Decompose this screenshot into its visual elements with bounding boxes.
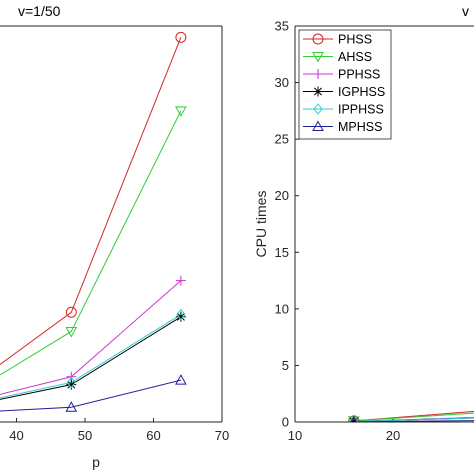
left-x-tick-label: 50 (78, 428, 92, 443)
right-y-tick-label: 0 (282, 415, 289, 430)
right-x-tick-label: 10 (288, 428, 302, 443)
left-title: v=1/50 (18, 3, 61, 19)
right-y-tick-label: 25 (275, 132, 289, 147)
right-series-line-ahss (353, 412, 474, 422)
right-series-lines (353, 410, 474, 422)
legend-entry-ahss: AHSS (303, 50, 372, 64)
left-x-tick-label: 60 (146, 428, 160, 443)
left-series-line-igphss (0, 316, 182, 400)
left-series-line-ahss (0, 110, 182, 376)
right-y-tick-label: 35 (275, 19, 289, 34)
legend-marker-ahss (312, 52, 324, 63)
left-series-line-pphss (0, 280, 182, 395)
legend-marker-phss (312, 33, 324, 45)
legend-entry-pphss: PPHSS (303, 68, 380, 82)
left-series-markers (65, 31, 187, 412)
legend-marker-pphss (313, 69, 323, 79)
right-series-line-ipphss (353, 417, 474, 422)
right-title: v (462, 3, 469, 19)
right-point-ipphss (349, 415, 359, 422)
left-x-ticks: 40 50 60 70 (9, 418, 229, 443)
legend-marker-ipphss (313, 103, 323, 115)
legend-marker-mphss (312, 120, 324, 131)
left-series-line-phss (0, 37, 182, 366)
left-point-mphss (175, 374, 187, 385)
legend-label: PPHSS (338, 68, 380, 82)
legend-entry-mphss: MPHSS (303, 120, 382, 134)
legend-label: IPPHSS (338, 103, 384, 117)
left-point-pphss (175, 275, 186, 286)
legend-label: PHSS (338, 33, 372, 47)
left-series-line-mphss (0, 379, 182, 412)
left-x-axis-label: p (92, 454, 100, 470)
right-y-tick-label: 15 (275, 245, 289, 260)
left-series-lines (0, 37, 182, 412)
legend: PHSS AHSS PPHSS IGPHSS IPPHSS MPHSS (298, 29, 392, 140)
left-x-tick-label: 40 (9, 428, 23, 443)
right-series-line-phss (353, 410, 474, 422)
left-point-ahss (175, 106, 187, 117)
left-point-ipphss (66, 376, 76, 389)
left-point-ahss (65, 326, 78, 338)
left-panel: v=1/50 40 50 60 70 p (0, 3, 229, 470)
legend-label: IGPHSS (338, 85, 385, 99)
legend-entry-ipphss: IPPHSS (303, 103, 384, 117)
left-x-tick-label: 70 (215, 428, 229, 443)
right-y-tick-label: 30 (275, 75, 289, 90)
right-x-ticks: 10203040 (288, 418, 400, 443)
legend-entry-igphss: IGPHSS (303, 85, 385, 99)
legend-label: AHSS (338, 50, 372, 64)
legend-entry-phss: PHSS (303, 33, 372, 47)
right-x-tick-label: 20 (386, 428, 400, 443)
left-point-phss (65, 306, 77, 318)
right-y-tick-label: 20 (275, 188, 289, 203)
right-y-tick-label: 10 (275, 301, 289, 316)
right-y-tick-label: 5 (282, 358, 289, 373)
right-y-axis-label: CPU times (253, 191, 269, 258)
legend-label: MPHSS (338, 120, 382, 134)
legend-box (298, 29, 392, 140)
right-y-ticks: 0 5 10 15 20 25 30 35 (275, 19, 299, 430)
left-point-ipphss (176, 308, 186, 321)
legend-items: PHSS AHSS PPHSS IGPHSS IPPHSS MPHSS (303, 33, 385, 134)
right-series-markers (347, 415, 360, 422)
right-series-line-mphss (353, 420, 474, 422)
left-point-phss (175, 31, 187, 43)
left-point-mphss (65, 401, 78, 412)
legend-marker-igphss (313, 86, 323, 97)
right-point-mphss (350, 415, 358, 422)
